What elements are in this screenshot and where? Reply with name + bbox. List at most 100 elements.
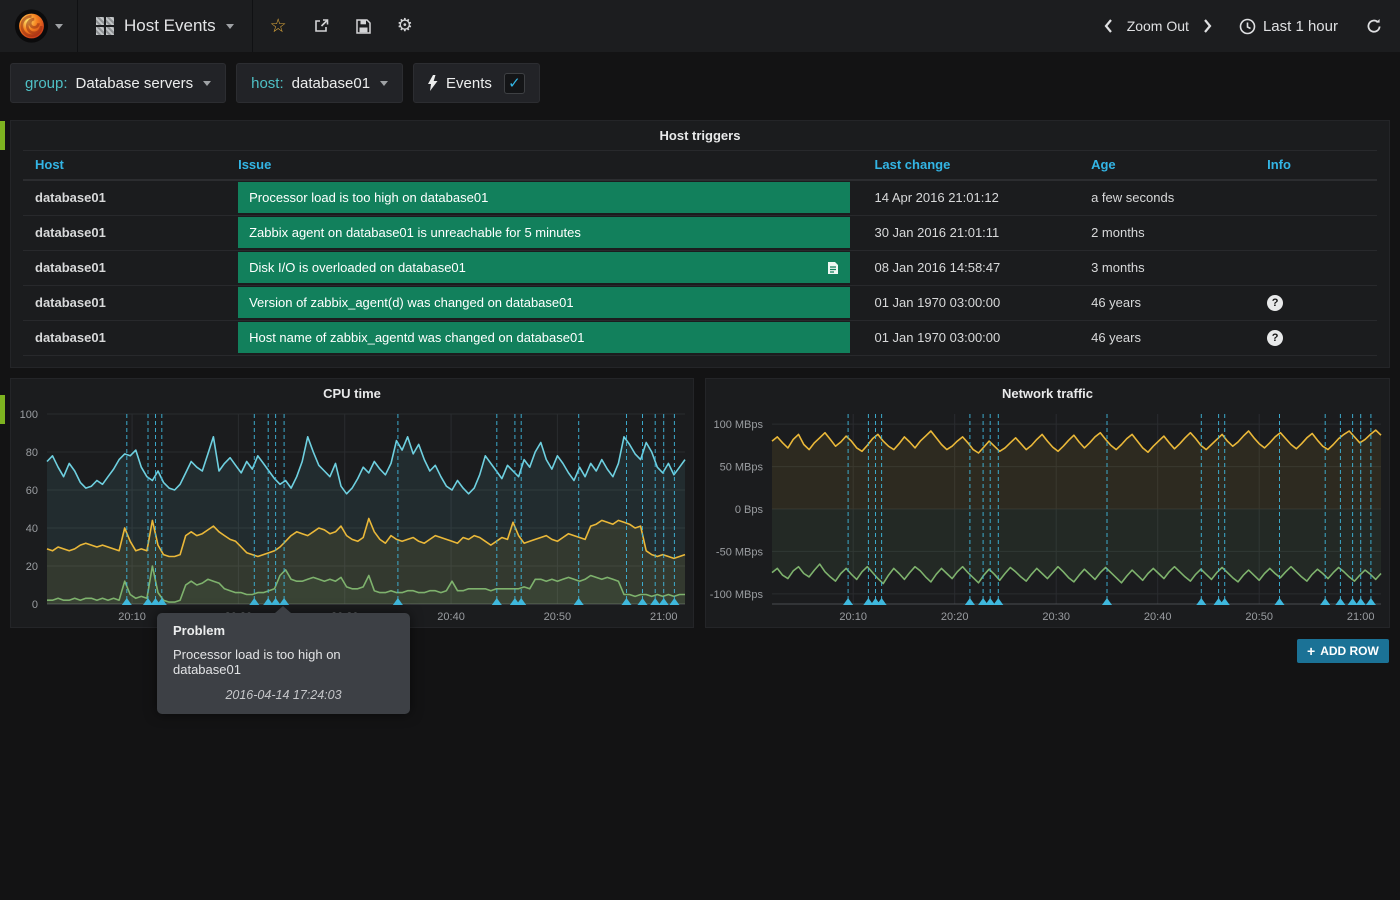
column-header-info[interactable]: Info: [1255, 150, 1377, 181]
svg-text:100: 100: [20, 409, 38, 421]
caret-down-icon: [225, 23, 234, 29]
annotation-marker[interactable]: [573, 598, 584, 605]
age-cell: 2 months: [1079, 215, 1256, 251]
annotation-marker[interactable]: [993, 598, 1004, 605]
row-toggle-strip[interactable]: [0, 395, 5, 424]
issue-cell[interactable]: Disk I/O is overloaded on database01: [238, 252, 851, 283]
question-circle-icon[interactable]: ?: [1267, 295, 1284, 311]
annotation-marker[interactable]: [249, 598, 260, 605]
svg-text:20:30: 20:30: [1042, 611, 1070, 623]
annotation-marker[interactable]: [150, 598, 161, 605]
last-change-cell: 14 Apr 2016 21:01:12: [862, 180, 1080, 216]
annotation-marker[interactable]: [1320, 598, 1331, 605]
save-button[interactable]: [343, 18, 384, 34]
issue-cell[interactable]: Host name of zabbix_agentd was changed o…: [238, 322, 851, 353]
zoom-out-button[interactable]: Zoom Out: [1126, 18, 1189, 34]
svg-text:20:40: 20:40: [437, 611, 465, 623]
annotation-marker[interactable]: [1365, 598, 1376, 605]
issue-cell[interactable]: Processor load is too high on database01: [238, 182, 851, 214]
variable-label: group:: [25, 74, 68, 92]
info-cell: ?: [1255, 285, 1377, 321]
question-circle-icon[interactable]: ?: [1267, 330, 1284, 346]
host-cell: database01: [23, 320, 227, 356]
annotation-marker[interactable]: [1335, 598, 1346, 605]
annotation-marker[interactable]: [1347, 598, 1358, 605]
annotation-marker[interactable]: [121, 598, 132, 605]
annotation-marker[interactable]: [1355, 598, 1366, 605]
issue-cell[interactable]: Version of zabbix_agent(d) was changed o…: [238, 287, 851, 318]
info-cell: [1255, 250, 1377, 286]
annotation-marker[interactable]: [978, 598, 989, 605]
panel-title[interactable]: Host triggers: [659, 128, 741, 143]
table-header-row: Host Issue Last change Age Info: [23, 150, 1377, 181]
annotation-marker[interactable]: [156, 598, 167, 605]
column-header-issue[interactable]: Issue: [226, 150, 863, 181]
grafana-menu-button[interactable]: [0, 0, 78, 52]
annotation-marker[interactable]: [650, 598, 661, 605]
issue-text: Host name of zabbix_agentd was changed o…: [249, 330, 585, 345]
grafana-logo: [14, 9, 49, 43]
annotation-marker[interactable]: [143, 598, 153, 605]
annotation-marker[interactable]: [843, 598, 854, 605]
issue-text: Version of zabbix_agent(d) was changed o…: [249, 295, 574, 310]
variable-dropdown[interactable]: host: database01: [236, 63, 404, 103]
chevron-left-icon: [1104, 19, 1112, 33]
events-checkbox[interactable]: ✓: [503, 72, 525, 94]
annotation-marker[interactable]: [516, 598, 527, 605]
row-toggle-strip[interactable]: [0, 121, 5, 150]
time-shift-back-button[interactable]: [1103, 18, 1113, 34]
annotation-marker[interactable]: [270, 598, 281, 605]
svg-text:21:00: 21:00: [1347, 611, 1375, 623]
save-icon: [355, 18, 371, 34]
refresh-button[interactable]: [1366, 18, 1382, 34]
annotation-marker[interactable]: [279, 598, 290, 605]
panel-title[interactable]: Network traffic: [1001, 386, 1094, 401]
column-header-last-change[interactable]: Last change: [862, 150, 1080, 181]
dashboard-actions: ☆ ⚙: [253, 0, 430, 52]
share-button[interactable]: [300, 18, 343, 34]
settings-button[interactable]: ⚙: [384, 17, 426, 35]
host-cell: database01: [23, 250, 227, 286]
annotation-marker[interactable]: [263, 598, 274, 605]
annotation-marker[interactable]: [964, 598, 975, 605]
annotation-marker[interactable]: [637, 598, 648, 605]
annotation-marker[interactable]: [392, 598, 403, 605]
annotation-marker[interactable]: [1219, 598, 1230, 605]
time-picker-button[interactable]: Last 1 hour: [1239, 18, 1338, 35]
network-traffic-chart[interactable]: -100 MBps -50 MBps 0 Bps 50 MBps 100 MBps 20:…: [706, 406, 1389, 626]
host-cell: database01: [23, 285, 227, 321]
annotation-marker[interactable]: [621, 598, 632, 605]
svg-text:20:40: 20:40: [1144, 611, 1172, 623]
annotation-marker[interactable]: [1196, 598, 1207, 605]
plus-icon: +: [1307, 643, 1316, 659]
svg-text:100 MBps: 100 MBps: [713, 419, 763, 431]
share-icon: [314, 19, 329, 32]
host-cell: database01: [23, 180, 227, 216]
svg-text:20:50: 20:50: [544, 611, 572, 623]
annotation-marker[interactable]: [876, 598, 887, 605]
time-shift-forward-button[interactable]: [1203, 18, 1213, 34]
annotation-marker[interactable]: [491, 598, 502, 605]
cpu-time-panel: CPU time 02040608010020:1020:2020:3020:4…: [10, 378, 694, 628]
add-row-button[interactable]: + ADD ROW: [1297, 639, 1389, 663]
annotation-marker[interactable]: [669, 598, 680, 605]
age-cell: 46 years: [1079, 285, 1256, 321]
annotation-marker[interactable]: [985, 598, 996, 605]
star-button[interactable]: ☆: [257, 16, 300, 36]
cpu-time-chart[interactable]: 02040608010020:1020:2020:3020:4020:5021:…: [11, 406, 693, 626]
dashboard-title-button[interactable]: Host Events: [78, 0, 253, 52]
annotation-marker[interactable]: [658, 598, 669, 605]
column-header-age[interactable]: Age: [1079, 150, 1256, 181]
annotation-marker[interactable]: [863, 598, 874, 605]
annotation-marker[interactable]: [1102, 598, 1112, 605]
panel-title[interactable]: CPU time: [323, 386, 381, 401]
info-cell: [1255, 180, 1377, 216]
annotation-marker[interactable]: [1274, 598, 1285, 605]
svg-text:20:50: 20:50: [1245, 611, 1273, 623]
annotation-marker[interactable]: [509, 598, 520, 605]
age-cell: 46 years: [1079, 320, 1256, 356]
document-icon[interactable]: [827, 261, 839, 275]
variable-dropdown[interactable]: group: Database servers: [10, 63, 227, 103]
column-header-host[interactable]: Host: [23, 150, 227, 181]
issue-cell[interactable]: Zabbix agent on database01 is unreachabl…: [238, 217, 851, 248]
